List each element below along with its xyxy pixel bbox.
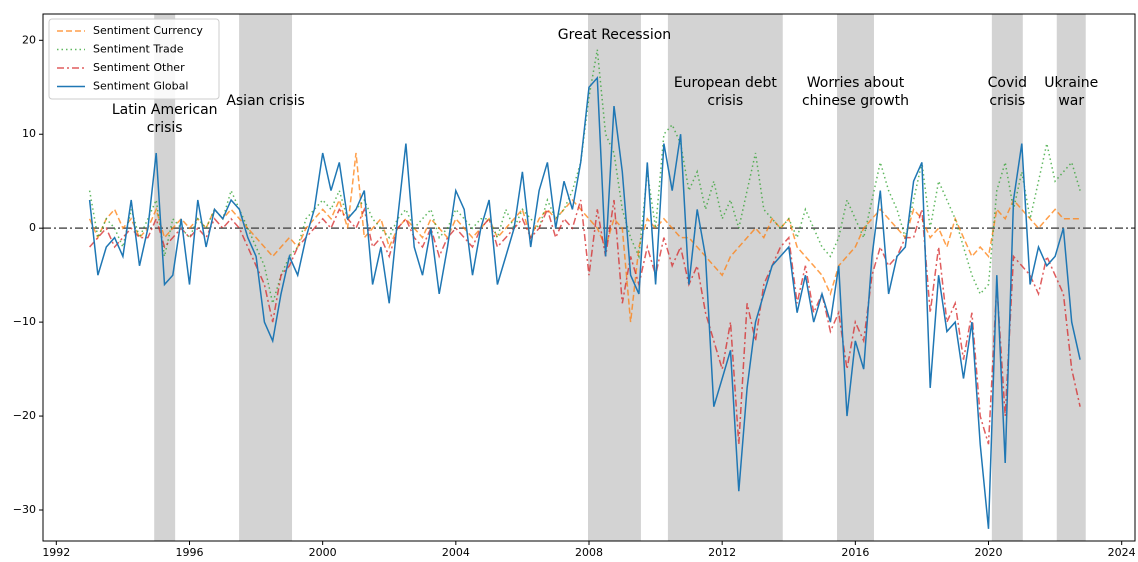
x-tick-label: 2008 (575, 546, 603, 559)
annotation: Covid (988, 75, 1027, 91)
x-tick-label: 2004 (442, 546, 470, 559)
shaded-period (239, 14, 293, 541)
series-line (88, 152, 1081, 323)
legend-label: Sentiment Trade (93, 43, 184, 56)
series-line (89, 199, 1081, 445)
y-tick-label: −10 (13, 315, 36, 328)
y-tick-label: 20 (22, 33, 36, 46)
legend-label: Sentiment Other (93, 61, 185, 74)
annotation: Worries about (807, 75, 905, 91)
series-line (88, 49, 1081, 304)
annotation: crisis (989, 93, 1025, 109)
annotation: Latin American (112, 102, 218, 118)
x-tick-label: 1992 (42, 546, 70, 559)
legend-label: Sentiment Currency (93, 24, 203, 37)
y-tick-label: 0 (29, 221, 36, 234)
annotation: crisis (147, 120, 183, 136)
x-tick-label: 1996 (175, 546, 203, 559)
annotation: war (1058, 93, 1084, 109)
annotation: chinese growth (802, 93, 909, 109)
legend-label: Sentiment Global (93, 80, 188, 93)
annotation: European debt (674, 75, 778, 91)
annotation: Great Recession (558, 27, 671, 43)
annotation: Asian crisis (226, 93, 304, 109)
x-tick-label: 2000 (309, 546, 337, 559)
legend-box (48, 18, 220, 100)
shaded-period (837, 14, 874, 541)
annotation: Ukraine (1044, 75, 1098, 91)
x-tick-label: 2024 (1108, 546, 1136, 559)
x-tick-label: 2012 (708, 546, 736, 559)
shaded-period (1056, 14, 1086, 541)
annotation: crisis (707, 93, 743, 109)
x-tick-label: 2020 (975, 546, 1003, 559)
y-tick-label: 10 (22, 127, 36, 140)
series-line (88, 76, 1081, 529)
x-tick-label: 2016 (841, 546, 869, 559)
y-tick-label: −30 (13, 503, 36, 516)
y-tick-label: −20 (13, 409, 36, 422)
shaded-period (588, 14, 641, 541)
